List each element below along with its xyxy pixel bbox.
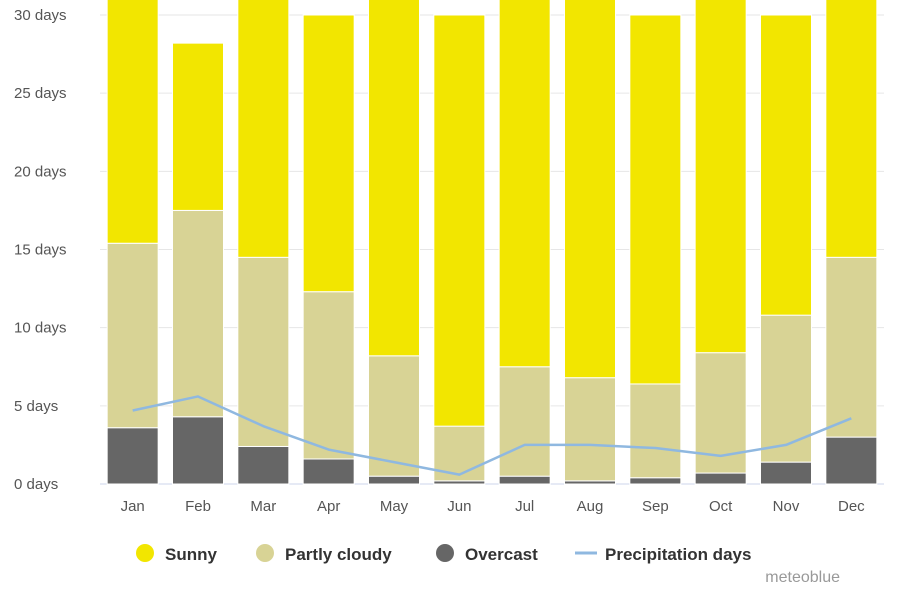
legend-sunny-marker (136, 544, 154, 562)
bar-partly-cloudy-jun (433, 425, 486, 482)
bar-partly-cloudy-mar (237, 256, 290, 447)
bar-sunny-may (368, 0, 420, 357)
x-tick-label: Jan (121, 498, 145, 515)
bar-partly-cloudy-apr (302, 291, 355, 460)
grid-lines (100, 14, 884, 485)
legend-partly-cloudy-label[interactable]: Partly cloudy (285, 545, 392, 564)
bar-sunny-feb (172, 42, 224, 211)
bar-overcast-sep (629, 477, 682, 485)
y-tick-label: 20 days (14, 163, 67, 180)
legend-overcast-label[interactable]: Overcast (465, 545, 538, 564)
bar-partly-cloudy-dec (825, 256, 878, 438)
bar-partly-cloudy-sep (629, 383, 682, 479)
bar-sunny-oct (694, 0, 747, 354)
legend: Sunny Partly cloudy Overcast Precipitation … (136, 544, 751, 564)
bar-sunny-jul (498, 0, 551, 368)
x-tick-label: May (380, 498, 409, 515)
x-tick-label: Jul (515, 498, 534, 515)
bar-partly-cloudy-feb (172, 209, 224, 418)
bar-overcast-nov (760, 461, 812, 485)
bar-sunny-jun (433, 14, 486, 427)
y-tick-label: 10 days (14, 320, 67, 337)
y-tick-label: 25 days (14, 85, 67, 102)
x-tick-label: Mar (250, 498, 276, 515)
bar-overcast-mar (237, 445, 290, 485)
legend-overcast-marker (436, 544, 454, 562)
bar-overcast-may (368, 475, 420, 485)
watermark: meteoblue (765, 569, 840, 586)
x-tick-label: Nov (773, 498, 800, 515)
precipitation-days-line (132, 395, 852, 476)
bar-overcast-oct (694, 472, 747, 485)
bar-partly-cloudy-aug (564, 377, 616, 482)
bar-sunny-jan (106, 0, 159, 244)
y-tick-label: 30 days (14, 7, 67, 24)
x-tick-label: Jun (447, 498, 471, 515)
bar-sunny-nov (760, 14, 812, 316)
y-tick-label: 0 days (14, 476, 58, 493)
y-tick-label: 15 days (14, 242, 67, 259)
y-tick-label: 5 days (14, 398, 58, 415)
bar-partly-cloudy-jan (106, 242, 159, 429)
bar-overcast-feb (172, 416, 224, 485)
bars (106, 0, 878, 485)
bar-partly-cloudy-may (368, 355, 420, 477)
bar-overcast-dec (825, 436, 878, 485)
bar-sunny-apr (302, 14, 355, 293)
legend-partly-cloudy-marker (256, 544, 274, 562)
x-tick-label: Sep (642, 498, 669, 515)
legend-sunny-label[interactable]: Sunny (165, 545, 217, 564)
x-tick-label: Aug (577, 498, 604, 515)
bar-sunny-aug (564, 0, 616, 379)
bar-sunny-dec (825, 0, 878, 258)
x-tick-label: Feb (185, 498, 211, 515)
bar-overcast-jul (498, 475, 551, 485)
x-tick-label: Oct (709, 498, 733, 515)
bar-sunny-sep (629, 14, 682, 385)
precipitation-line-group (132, 395, 852, 476)
bar-partly-cloudy-jul (498, 366, 551, 477)
bar-partly-cloudy-nov (760, 314, 812, 463)
x-axis: Jan Feb Mar Apr May Jun Jul Aug Sep Oct Nov Dec (121, 498, 866, 515)
y-axis: 0 days 5 days 10 days 15 days 20 days 25 days… (14, 7, 67, 493)
bar-sunny-mar (237, 0, 290, 258)
x-tick-label: Dec (838, 498, 865, 515)
legend-precipitation-days-label[interactable]: Precipitation days (605, 545, 751, 564)
bar-overcast-jan (106, 427, 159, 485)
bar-overcast-apr (302, 458, 355, 485)
x-tick-label: Apr (317, 498, 340, 515)
